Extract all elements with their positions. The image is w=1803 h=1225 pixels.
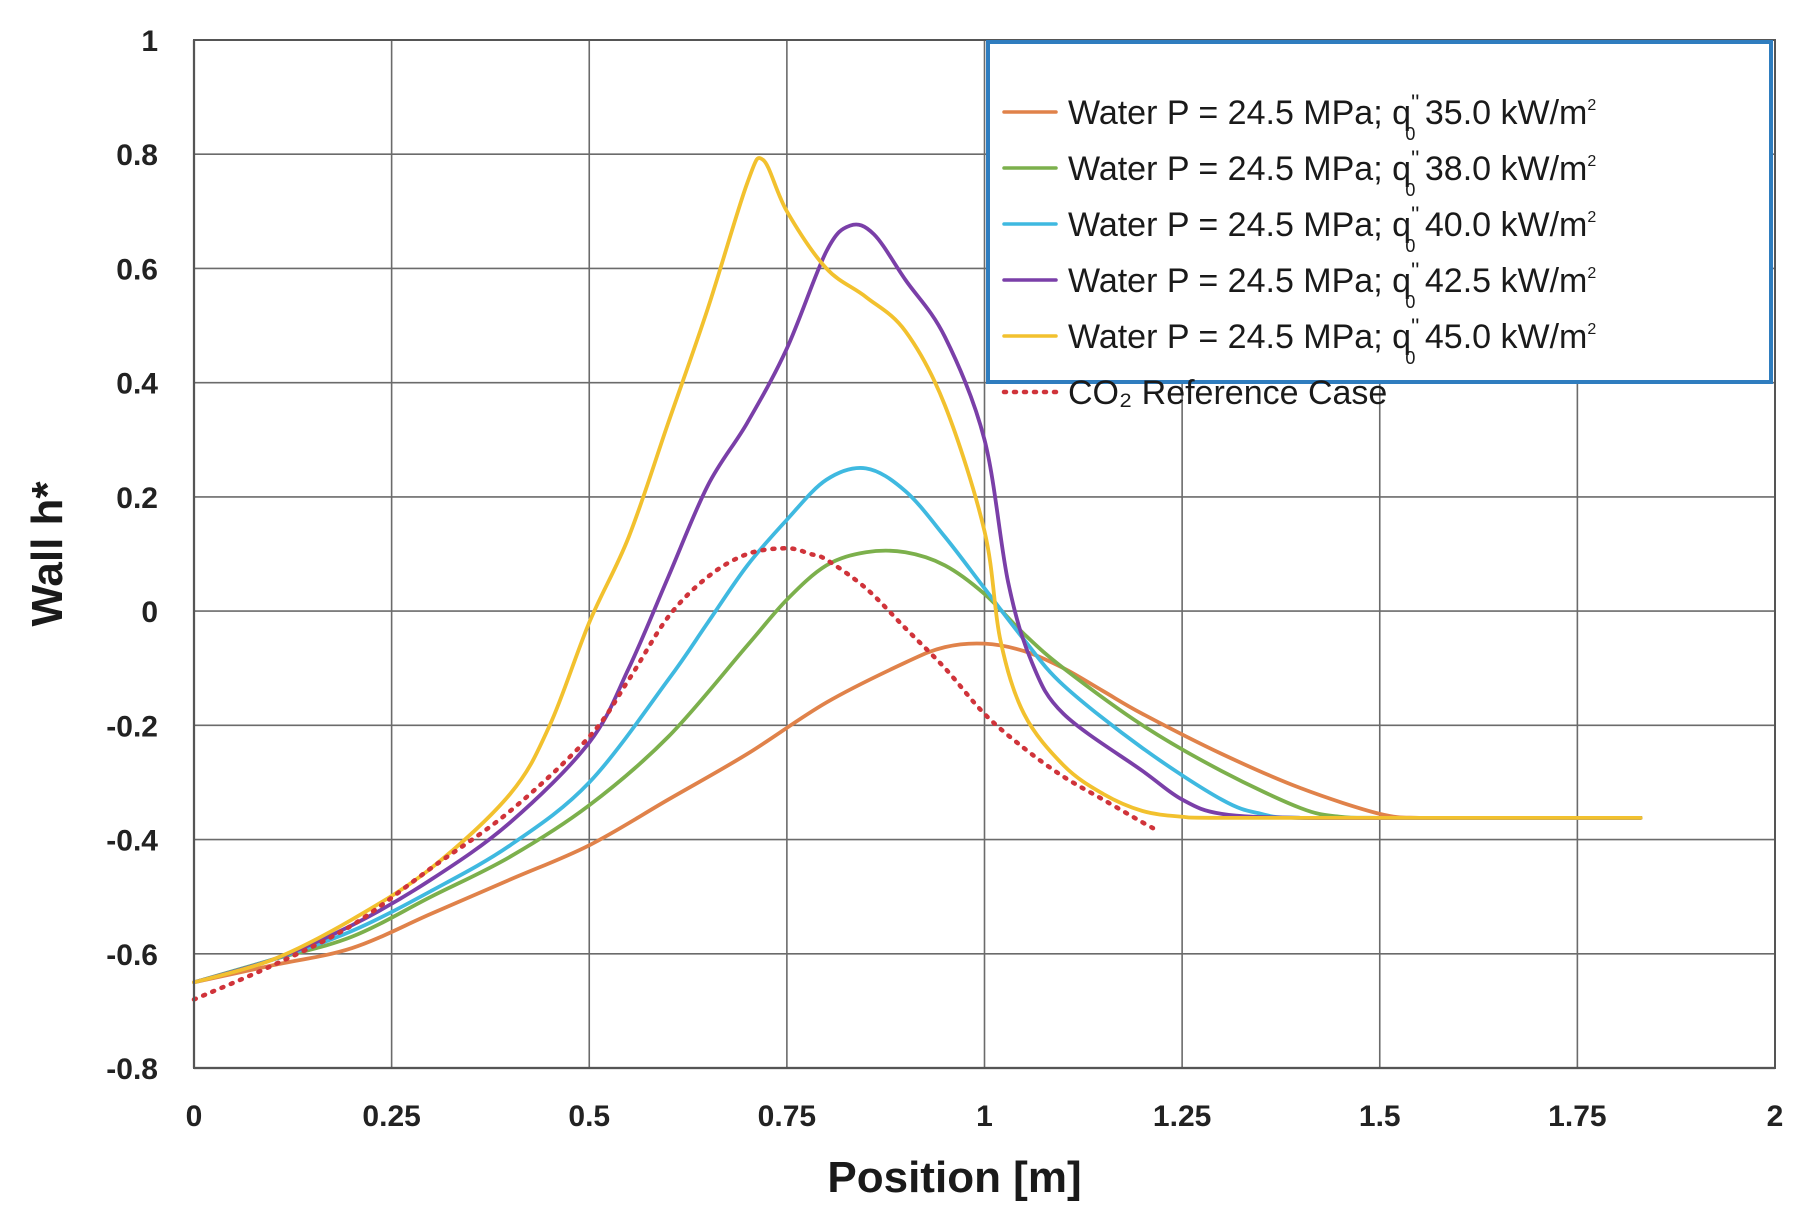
legend-label: Water P = 24.5 MPa; q'' 0 38.0 kW/m2 xyxy=(1068,146,1596,200)
x-tick-label: 0.5 xyxy=(568,1100,610,1133)
y-tick-label: 0.4 xyxy=(116,368,158,401)
x-axis-ticks: 0 0.25 0.5 0.75 1 1.25 1.5 1.75 2 xyxy=(186,1100,1784,1133)
y-tick-label: 1 xyxy=(141,25,158,58)
x-tick-label: 0.25 xyxy=(362,1100,420,1133)
y-tick-label: -0.6 xyxy=(106,939,158,972)
x-tick-label: 0.75 xyxy=(758,1100,816,1133)
y-tick-label: -0.8 xyxy=(106,1053,158,1086)
y-tick-label: 0 xyxy=(141,596,158,629)
plot-area-border xyxy=(193,39,1776,1069)
legend-label: Water P = 24.5 MPa; q'' 0 40.0 kW/m2 xyxy=(1068,202,1596,256)
series-lines xyxy=(191,156,1643,1002)
y-tick-label: 0.8 xyxy=(116,139,158,172)
legend: Water P = 24.5 MPa; q'' 0 35.0 kW/m2Water… xyxy=(986,40,1773,412)
x-tick-label: 1.25 xyxy=(1153,1100,1211,1133)
legend-label: Water P = 24.5 MPa; q'' 0 35.0 kW/m2 xyxy=(1068,90,1596,144)
x-tick-label: 0 xyxy=(186,1100,203,1133)
y-tick-label: 0.2 xyxy=(116,482,158,515)
legend-box xyxy=(986,40,1773,384)
x-tick-label: 1.75 xyxy=(1548,1100,1606,1133)
series-line-4 xyxy=(192,222,1643,985)
y-tick-label: -0.4 xyxy=(106,825,158,858)
series-line-6 xyxy=(191,546,1161,1002)
x-tick-label: 2 xyxy=(1767,1100,1784,1133)
x-tick-label: 1 xyxy=(976,1100,993,1133)
x-axis-title: Position [m] xyxy=(827,1153,1081,1202)
x-tick-label: 1.5 xyxy=(1359,1100,1401,1133)
legend-label: CO₂ Reference Case xyxy=(1068,374,1387,412)
series-line-5 xyxy=(192,156,1643,985)
y-tick-label: 0.6 xyxy=(116,253,158,286)
y-tick-label: -0.2 xyxy=(106,710,158,743)
y-axis-title: Wall h* xyxy=(23,481,72,627)
legend-label: Water P = 24.5 MPa; q'' 0 42.5 kW/m2 xyxy=(1068,258,1596,312)
legend-label: Water P = 24.5 MPa; q'' 0 45.0 kW/m2 xyxy=(1068,314,1596,368)
y-axis-ticks: -0.8 -0.6 -0.4 -0.2 0 0.2 0.4 0.6 0.8 1 xyxy=(106,25,158,1086)
